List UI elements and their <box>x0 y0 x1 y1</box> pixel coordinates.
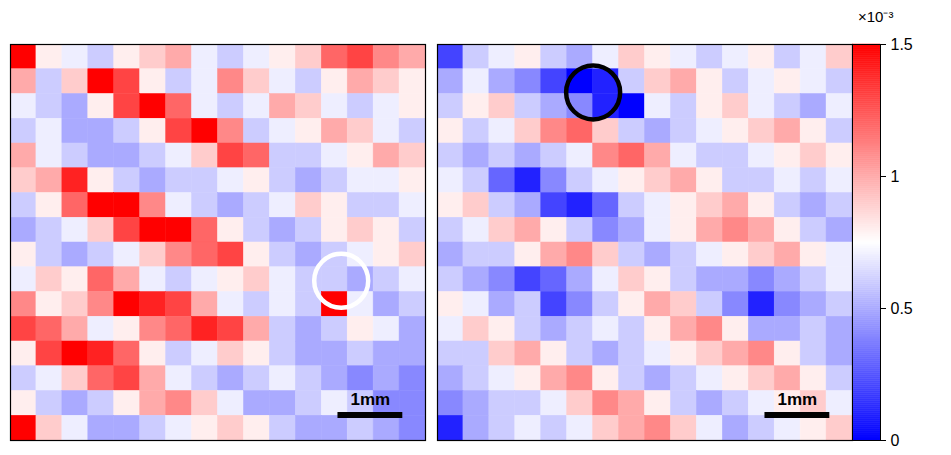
svg-text:1.5: 1.5 <box>891 36 913 53</box>
svg-text:0: 0 <box>891 432 900 449</box>
svg-text:1: 1 <box>891 168 900 185</box>
svg-text:1mm: 1mm <box>778 390 818 409</box>
svg-text:1mm: 1mm <box>351 390 391 409</box>
html-text:×10⁻³: ×10⁻³ <box>858 8 894 25</box>
svg-text:0.5: 0.5 <box>891 300 913 317</box>
